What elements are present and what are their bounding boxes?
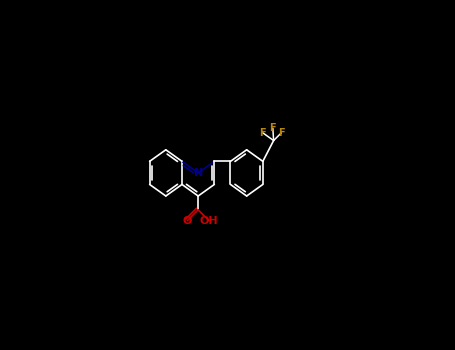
Text: F: F <box>278 128 285 138</box>
Text: F: F <box>269 123 276 133</box>
Text: O: O <box>183 216 192 226</box>
Text: N: N <box>193 168 203 178</box>
Text: F: F <box>259 128 266 138</box>
Text: OH: OH <box>200 216 218 226</box>
